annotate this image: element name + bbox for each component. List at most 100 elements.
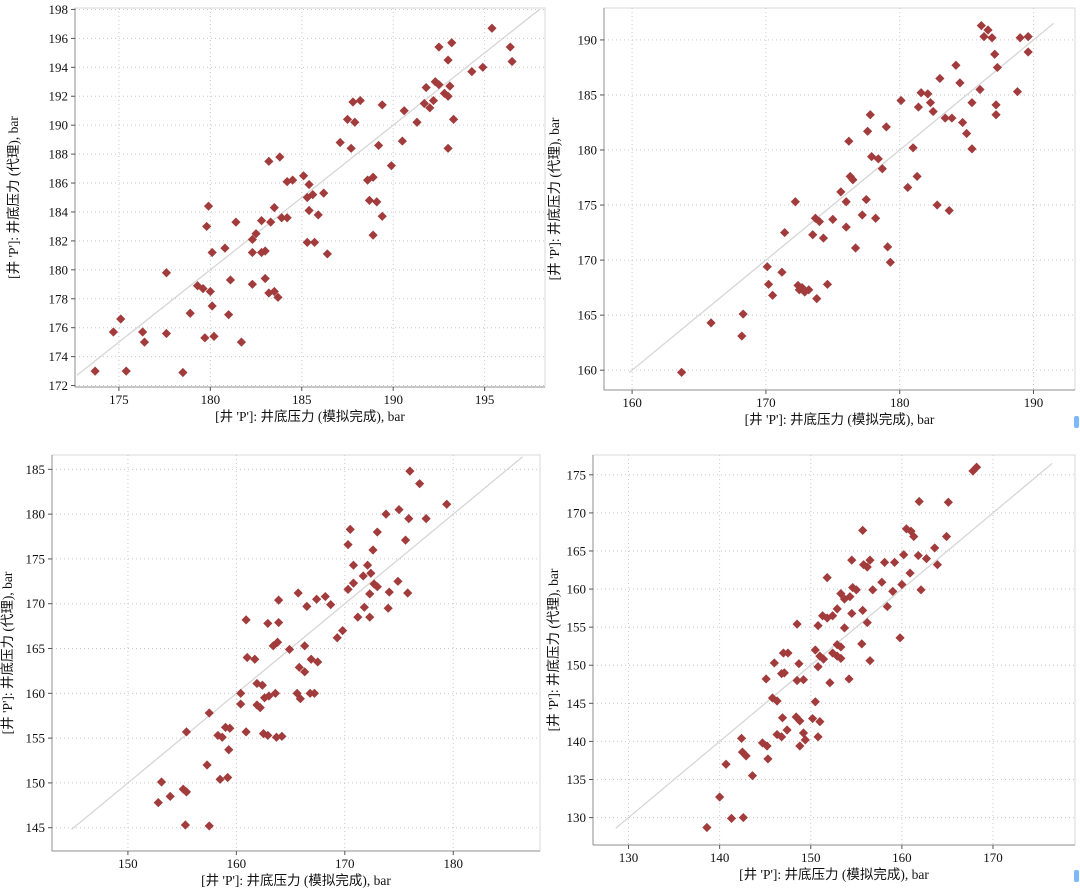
scatter-plot-top-right: 160 170 180 190 160 165 170 175 180 185 190 [井 'P']… (547, 7, 1076, 427)
x-axis-label: [井 'P']: 井底压力 (模拟完成), bar (215, 409, 405, 424)
x-tick-label: 150 (118, 856, 138, 871)
scatter-point (777, 267, 787, 277)
scatter-point (165, 791, 175, 801)
scatter-point (90, 366, 100, 376)
y-tick-label: 192 (49, 89, 69, 104)
scatter-plot-bottom-left: 150 160 170 180 145 150 155 160 165 170 175 180 185 [… (0, 454, 541, 888)
scatter-point (702, 822, 712, 833)
scatter-point (792, 675, 802, 686)
scatter-point (443, 91, 453, 101)
scatter-point (790, 197, 800, 207)
scatter-point (905, 568, 915, 578)
scatter-point (270, 688, 280, 698)
scatter-point (442, 499, 452, 509)
scatter-point (180, 820, 190, 830)
y-tick-label: 178 (49, 291, 69, 306)
scatter-point (741, 751, 751, 761)
y-axis-label: [井 'P']: 井底压力 (代理), bar (0, 571, 15, 734)
scatter-point (767, 290, 778, 300)
scatter-point (207, 301, 217, 311)
scatter-point (715, 792, 725, 802)
scatter-point (421, 514, 431, 524)
scatter-point (304, 205, 314, 216)
scatter-point (264, 288, 274, 298)
scatter-point (798, 675, 809, 685)
y-tick-label: 165 (578, 308, 598, 323)
scatter-point (365, 589, 375, 599)
x-tick-label: 180 (890, 395, 910, 410)
scatter-point (913, 102, 924, 112)
scatter-point (217, 732, 227, 742)
scatter-point (405, 466, 415, 476)
scatter-point (397, 136, 407, 146)
scatter-point (761, 674, 771, 684)
scatter-point (814, 216, 825, 227)
y-tick-label: 184 (49, 204, 69, 219)
scatter-point (412, 117, 422, 127)
scatter-point (777, 732, 787, 742)
y-tick-label: 160 (567, 582, 587, 597)
scatter-point (932, 560, 943, 570)
scatter-point (895, 633, 905, 643)
scatter-point (309, 237, 320, 247)
scatter-point (808, 230, 818, 240)
scatter-point (706, 318, 716, 328)
scatter-point (273, 292, 283, 302)
scatter-point (247, 279, 257, 289)
scatter-point (384, 587, 394, 597)
scatter-point (828, 648, 838, 658)
scatter-point (815, 717, 825, 727)
scatter-point (313, 657, 323, 667)
scatter-point (241, 727, 251, 737)
scatter-point (138, 327, 148, 337)
y-tick-label: 160 (578, 363, 598, 378)
x-tick-label: 140 (710, 850, 730, 865)
scatter-point (1023, 47, 1033, 57)
scatter-point (434, 80, 444, 90)
y-tick-label: 140 (567, 734, 587, 749)
scatter-point (979, 32, 989, 42)
scatter-point (908, 143, 918, 153)
scatter-point (220, 243, 230, 253)
scatter-point (263, 618, 273, 629)
y-tick-label: 170 (26, 596, 46, 611)
scatter-point (247, 247, 257, 258)
scatter-point (871, 213, 881, 223)
scatter-point (161, 328, 172, 339)
scatter-point (404, 514, 414, 524)
scatter-point (677, 367, 687, 377)
scatter-point (306, 654, 316, 664)
scatter-point (772, 696, 782, 706)
scatter-point (326, 600, 336, 610)
y-tick-label: 182 (49, 233, 69, 248)
scatter-point (901, 524, 912, 534)
scatter-point (813, 732, 823, 742)
scatter-point (883, 242, 893, 252)
y-tick-label: 180 (578, 143, 598, 158)
scatter-point (865, 555, 875, 565)
scatter-point (346, 143, 356, 153)
y-tick-label: 190 (578, 32, 598, 47)
scatter-point (362, 560, 373, 570)
scatter-point (377, 211, 387, 221)
scatter-point (355, 95, 365, 106)
y-axis-label: [井 'P']: 井底压力 (代理), bar (546, 568, 561, 731)
scatter-point (782, 725, 792, 735)
scatter-point (881, 122, 891, 132)
scatter-point (836, 187, 846, 197)
scatter-point (200, 333, 210, 343)
scatter-point (804, 285, 814, 295)
scatter-point (288, 175, 298, 185)
scatter-point (940, 113, 950, 123)
x-axis-label: [井 'P']: 井底压力 (模拟完成), bar (745, 412, 935, 427)
scatter-point (487, 23, 497, 33)
scatter-point (252, 678, 262, 689)
scatter-plot-bottom-right: 130 140 150 160 170 130 135 140 145 150 155 160 165 1… (546, 454, 1076, 882)
scatter-point (448, 114, 459, 124)
scatter-point (236, 688, 246, 698)
scatter-point (832, 640, 842, 650)
scatter-point (282, 213, 292, 223)
y-tick-label: 175 (26, 551, 46, 566)
y-tick-label: 174 (49, 349, 69, 364)
scatter-point (873, 154, 883, 164)
